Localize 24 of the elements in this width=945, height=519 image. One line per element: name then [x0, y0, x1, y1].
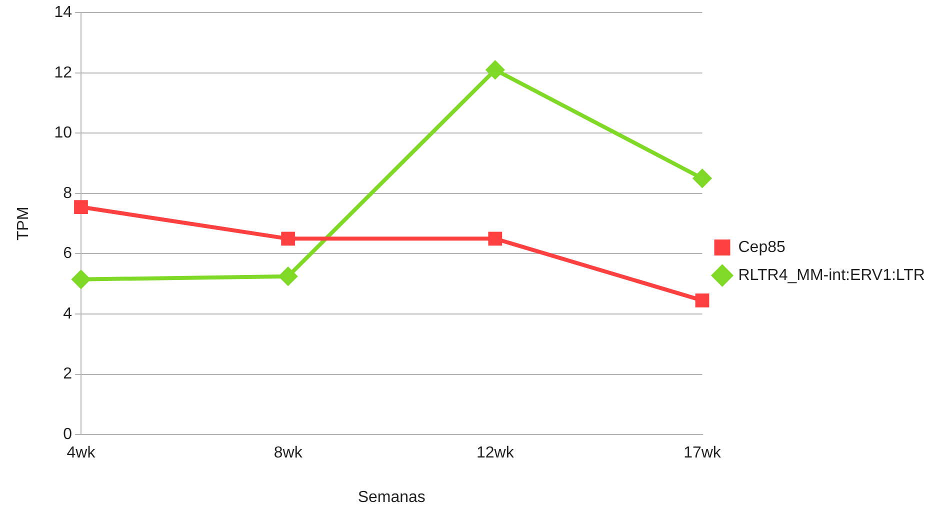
y-tick-label: 12	[54, 64, 72, 82]
y-tick-label: 14	[54, 4, 72, 22]
point	[72, 270, 90, 288]
point	[693, 169, 712, 188]
y-tick-label: 2	[63, 366, 72, 383]
point	[279, 267, 298, 286]
y-tick-label: 6	[63, 245, 72, 262]
y-tick-label: 10	[54, 124, 72, 142]
point	[281, 232, 296, 246]
legend-label: Cep85	[738, 238, 786, 256]
point	[486, 60, 504, 79]
x-tick-label: 17wk	[684, 444, 722, 462]
x-axis-title: Semanas	[358, 488, 426, 506]
y-tick-label: 0	[63, 426, 72, 444]
x-tick-label: 4wk	[66, 444, 96, 462]
x-tick-label: 8wk	[274, 444, 304, 462]
point	[488, 232, 502, 246]
point	[74, 200, 88, 214]
point	[695, 294, 710, 308]
y-tick-label: 4	[63, 305, 72, 322]
legend-label: RLTR4_MM-int:ERV1:LTR	[738, 266, 925, 284]
y-tick-label: 8	[63, 184, 72, 202]
x-tick-label: 12wk	[476, 444, 515, 462]
y-axis-title: TPM	[15, 206, 32, 240]
